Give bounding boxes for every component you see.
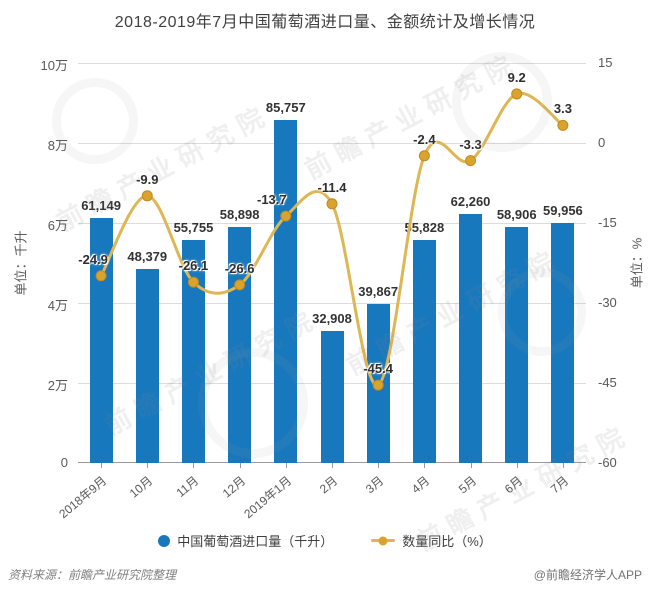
chart-title: 2018-2019年7月中国葡萄酒进口量、金额统计及增长情况: [114, 14, 536, 31]
x-tick-mark: [285, 463, 287, 468]
import-volume-bar: [320, 331, 344, 463]
import-volume-bar: [459, 213, 483, 463]
line-point-marker: [372, 379, 384, 391]
bar-value-label: 61,149: [81, 198, 121, 214]
line-legend-label: 数量同比（%）: [402, 534, 492, 549]
import-volume-bar: [551, 223, 575, 463]
left-tick-label: 6万: [47, 218, 68, 233]
right-tick-label: 0: [598, 135, 606, 150]
line-point-marker: [280, 210, 292, 222]
import-volume-bar: [89, 218, 113, 463]
bar-value-label: 59,956: [543, 203, 583, 219]
x-tick-mark: [147, 463, 149, 468]
x-tick-mark: [239, 463, 241, 468]
line-value-label: -3.3: [459, 136, 482, 152]
left-tick-label: 4万: [47, 298, 68, 313]
x-tick-mark: [562, 463, 564, 468]
right-tick-label: -30: [598, 295, 617, 310]
import-volume-bar: [412, 239, 436, 463]
left-tick-label: 0: [60, 455, 68, 470]
h-gridline: [78, 223, 586, 224]
bar-value-label: 55,828: [404, 219, 445, 235]
line-point-marker: [141, 190, 153, 202]
line-value-label: -13.7: [256, 192, 287, 208]
x-tick-mark: [332, 463, 333, 468]
h-gridline: [78, 63, 586, 64]
line-point-marker: [95, 270, 107, 282]
bar-legend-marker-icon: [158, 534, 171, 547]
line-value-label: -26.6: [224, 260, 255, 276]
right-tick-label: 15: [598, 55, 613, 70]
import-volume-bar: [274, 119, 298, 463]
line-value-label: -24.9: [78, 251, 108, 267]
right-tick-label: -45: [598, 375, 617, 390]
right-tick-label: -60: [598, 455, 617, 470]
line-value-label: -11.4: [317, 179, 347, 195]
line-point-marker: [187, 276, 199, 288]
line-point-marker: [511, 88, 523, 100]
bar-value-label: 58,898: [219, 207, 260, 223]
import-volume-bar: [135, 269, 159, 463]
bar-value-label: 62,260: [450, 193, 491, 209]
h-gridline: [78, 303, 586, 304]
x-tick-mark: [378, 463, 380, 468]
credit-note: @前瞻经济学人APP: [533, 568, 642, 582]
bar-legend-label: 中国葡萄酒进口量（千升）: [177, 534, 334, 549]
plot-area: 61,149 48,379 55,755 58,898 85,757 32,908 39,8…: [78, 63, 586, 463]
bar-value-label: 55,755: [173, 219, 214, 235]
bar-value-label: 58,906: [496, 207, 537, 223]
import-volume-bar: [505, 227, 529, 463]
bar-value-label: 85,757: [265, 99, 306, 115]
line-point-marker: [418, 150, 430, 162]
line-value-label: -2.4: [413, 131, 436, 147]
x-tick-mark: [193, 463, 195, 468]
bar-value-label: 39,867: [358, 283, 399, 299]
import-volume-bar: [181, 239, 205, 463]
line-value-label: -9.9: [136, 171, 159, 187]
left-axis-title: 单位：千升: [13, 230, 29, 296]
left-tick-label: 8万: [47, 138, 68, 153]
h-gridline: [78, 143, 586, 144]
line-legend-marker-icon: [371, 536, 396, 545]
x-tick-mark: [470, 463, 472, 468]
line-value-label: 3.3: [553, 101, 572, 117]
source-note: 资料来源：前瞻产业研究院整理: [8, 568, 177, 582]
line-value-label: -45.4: [363, 361, 393, 377]
line-point-marker: [465, 155, 477, 167]
line-point-marker: [326, 198, 338, 210]
legend-item-bar: 中国葡萄酒进口量（千升）: [158, 531, 333, 550]
line-value-label: -26.1: [178, 258, 209, 274]
bar-value-label: 48,379: [127, 249, 168, 265]
x-tick-mark: [101, 463, 103, 468]
right-tick-label: -15: [598, 215, 617, 230]
import-volume-bar: [228, 227, 252, 463]
left-tick-label: 2万: [47, 378, 68, 393]
growth-line-chart: [95, 88, 569, 391]
bar-value-label: 32,908: [312, 311, 352, 327]
line-value-label: 9.2: [507, 69, 526, 85]
x-tick-mark: [424, 463, 426, 468]
line-point-marker: [234, 279, 246, 291]
line-point-marker: [557, 119, 569, 131]
left-tick-label: 10万: [40, 58, 68, 73]
right-axis-title: 单位：%: [629, 237, 645, 289]
legend: 中国葡萄酒进口量（千升） 数量同比（%）: [0, 531, 650, 550]
legend-item-line: 数量同比（%）: [371, 531, 492, 550]
x-tick-mark: [516, 463, 518, 468]
